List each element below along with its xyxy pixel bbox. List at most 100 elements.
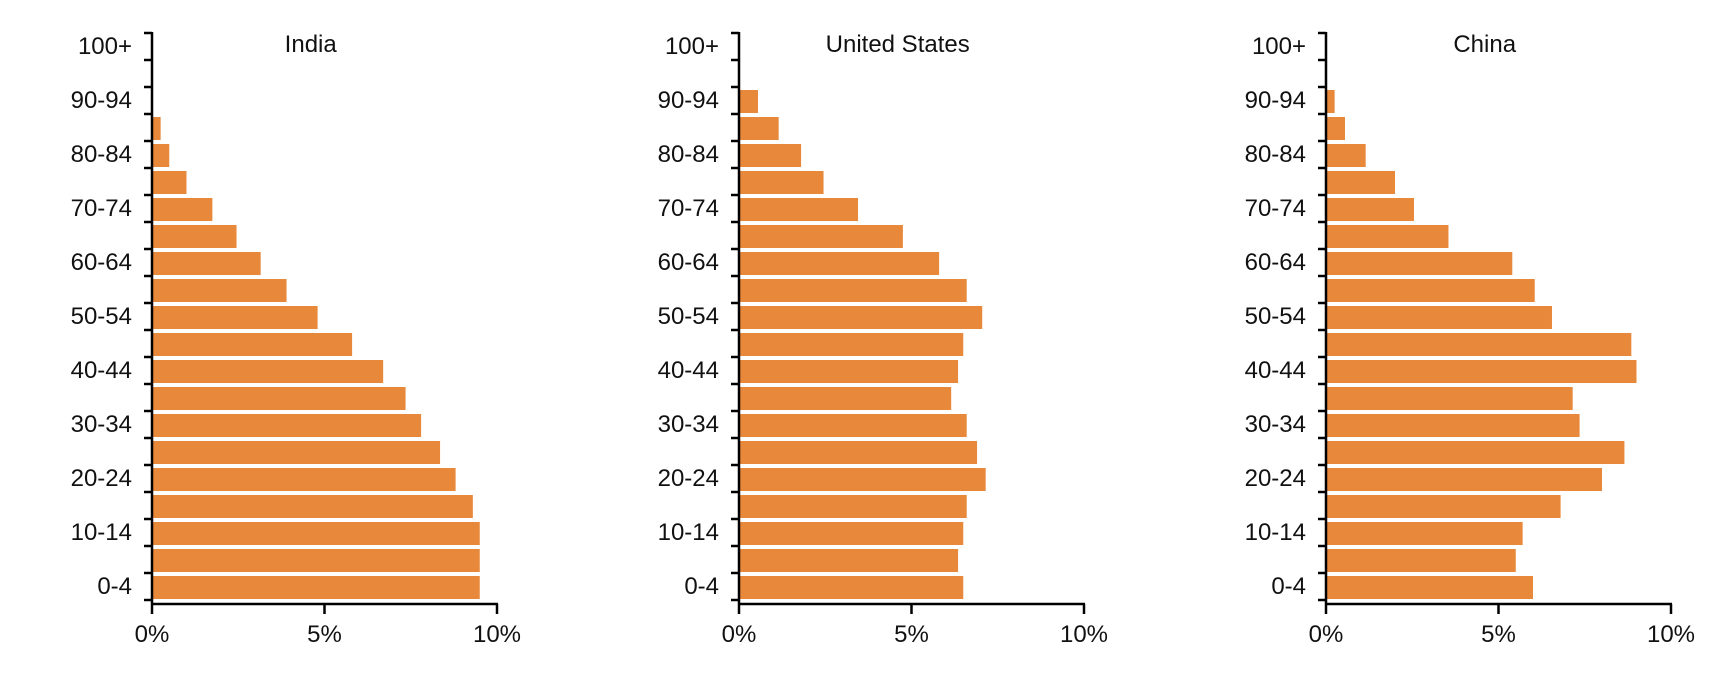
y-tick-label: 30-34 <box>658 411 719 438</box>
bar <box>1326 306 1552 329</box>
chart-title: India <box>285 31 338 58</box>
chart-title: China <box>1453 31 1516 58</box>
bar <box>1326 360 1637 383</box>
bar <box>152 549 480 572</box>
y-tick-label: 60-64 <box>71 249 132 276</box>
bar <box>152 495 473 518</box>
chart-panel-1: 0-4 10-14 20-24 30-34 40-44 50-54 60-64 70-74 80… <box>658 31 1108 648</box>
bar <box>1326 252 1513 275</box>
y-tick-label: 100+ <box>665 33 719 60</box>
bar <box>1326 171 1395 194</box>
bar <box>152 252 261 275</box>
x-tick-label: 5% <box>307 621 342 648</box>
bar <box>152 414 422 437</box>
bar <box>1326 225 1449 248</box>
bar <box>1326 441 1625 464</box>
y-tick-label: 50-54 <box>658 303 719 330</box>
bar <box>152 576 480 599</box>
bar <box>739 387 952 410</box>
y-tick-label: 40-44 <box>658 357 719 384</box>
bar <box>152 333 353 356</box>
bar <box>739 495 967 518</box>
bar <box>739 333 964 356</box>
y-tick-label: 70-74 <box>71 195 132 222</box>
bar <box>152 360 384 383</box>
y-tick-label: 60-64 <box>1245 249 1306 276</box>
y-tick-label: 40-44 <box>71 357 132 384</box>
bar <box>1326 198 1414 221</box>
y-tick-label: 50-54 <box>1245 303 1306 330</box>
bar <box>1326 495 1561 518</box>
x-tick-label: 0% <box>1309 621 1344 648</box>
bar <box>1326 549 1516 572</box>
bar <box>152 468 456 491</box>
bar <box>1326 387 1573 410</box>
bar <box>739 414 967 437</box>
bar <box>739 468 986 491</box>
y-tick-label: 80-84 <box>1245 141 1306 168</box>
bar <box>739 360 959 383</box>
bar <box>1326 522 1523 545</box>
bar <box>152 225 237 248</box>
chart-title: United States <box>826 31 970 58</box>
x-tick-label: 5% <box>894 621 929 648</box>
bar <box>739 171 824 194</box>
bar <box>152 279 287 302</box>
y-tick-label: 0-4 <box>684 573 719 600</box>
y-tick-label: 20-24 <box>1245 465 1306 492</box>
bar <box>739 117 779 140</box>
y-tick-label: 50-54 <box>71 303 132 330</box>
bar <box>1326 576 1533 599</box>
y-tick-label: 70-74 <box>658 195 719 222</box>
y-tick-label: 70-74 <box>1245 195 1306 222</box>
bar <box>1326 279 1535 302</box>
bar <box>1326 468 1602 491</box>
bar <box>739 306 983 329</box>
y-tick-label: 60-64 <box>658 249 719 276</box>
y-tick-label: 100+ <box>1252 33 1306 60</box>
y-tick-label: 20-24 <box>71 465 132 492</box>
bar <box>152 198 213 221</box>
y-tick-label: 40-44 <box>1245 357 1306 384</box>
bar <box>152 522 480 545</box>
y-tick-label: 30-34 <box>71 411 132 438</box>
x-tick-label: 10% <box>473 621 521 648</box>
y-tick-label: 0-4 <box>97 573 132 600</box>
bar <box>1326 117 1345 140</box>
x-tick-label: 0% <box>135 621 170 648</box>
y-tick-label: 90-94 <box>71 87 132 114</box>
x-tick-label: 0% <box>722 621 757 648</box>
bar <box>739 549 959 572</box>
bar <box>739 198 859 221</box>
bar <box>1326 333 1632 356</box>
bar <box>739 225 903 248</box>
y-tick-label: 80-84 <box>71 141 132 168</box>
bar <box>739 522 964 545</box>
x-tick-label: 5% <box>1481 621 1516 648</box>
bar <box>739 576 964 599</box>
chart-panel-2: 0-4 10-14 20-24 30-34 40-44 50-54 60-64 70-74 80… <box>1245 31 1695 648</box>
y-tick-label: 90-94 <box>658 87 719 114</box>
bar <box>152 117 161 140</box>
y-tick-label: 90-94 <box>1245 87 1306 114</box>
bar <box>152 441 441 464</box>
y-tick-label: 100+ <box>78 33 132 60</box>
x-tick-label: 10% <box>1647 621 1695 648</box>
y-tick-label: 80-84 <box>658 141 719 168</box>
y-tick-label: 10-14 <box>1245 519 1306 546</box>
bar <box>739 441 978 464</box>
bar <box>152 144 170 167</box>
x-tick-label: 10% <box>1060 621 1108 648</box>
chart-panel-0: 0-4 10-14 20-24 30-34 40-44 50-54 60-64 70-74 80… <box>71 31 521 648</box>
bar <box>739 279 967 302</box>
bar <box>739 252 940 275</box>
bar <box>739 144 802 167</box>
bar <box>1326 414 1580 437</box>
y-tick-label: 10-14 <box>658 519 719 546</box>
bar <box>152 171 187 194</box>
y-tick-label: 0-4 <box>1271 573 1306 600</box>
y-tick-label: 20-24 <box>658 465 719 492</box>
bar <box>152 387 406 410</box>
bar <box>1326 144 1366 167</box>
bar <box>1326 90 1335 113</box>
